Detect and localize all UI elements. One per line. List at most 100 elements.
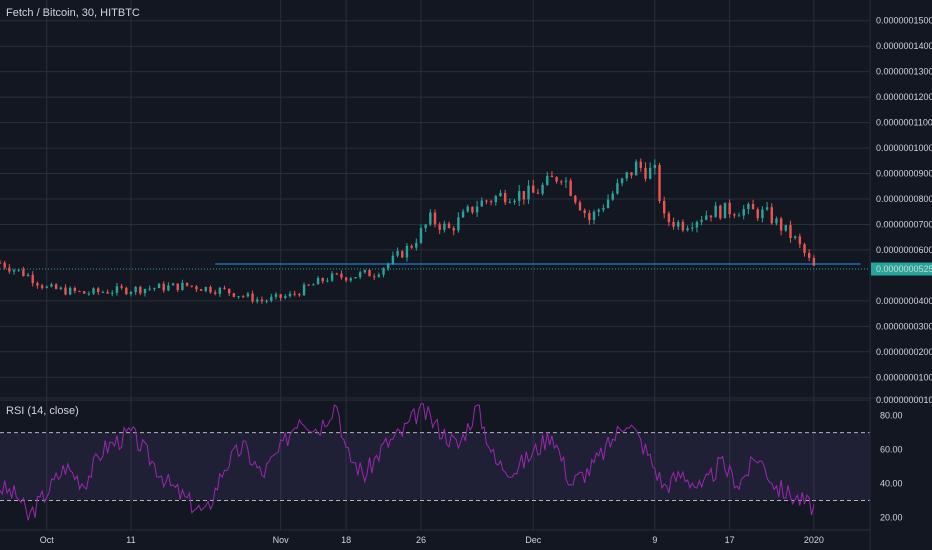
candle-body: [36, 283, 39, 286]
candle-body: [302, 284, 306, 296]
candle-body: [204, 286, 208, 291]
candle-body: [691, 227, 694, 229]
candle-body: [59, 287, 63, 289]
candle-body: [64, 287, 67, 295]
candle-body: [54, 284, 58, 289]
candle-body: [709, 215, 713, 218]
candle-body: [719, 205, 722, 219]
candle-body: [494, 196, 498, 203]
candle-body: [419, 228, 423, 243]
candle-body: [733, 214, 736, 216]
candle-body: [527, 185, 530, 200]
candle-body: [807, 253, 811, 258]
candle-body: [270, 296, 273, 301]
candle-body: [87, 293, 91, 295]
candle-body: [662, 200, 666, 214]
candle-body: [50, 284, 53, 287]
candle-body: [321, 277, 324, 282]
chart-title: Fetch / Bitcoin, 30, HITBTC: [6, 7, 140, 19]
candle-body: [597, 209, 600, 212]
candle-body: [546, 175, 549, 185]
candle-body: [171, 283, 175, 286]
candle-body: [653, 164, 657, 168]
main-gridlines: [0, 0, 870, 530]
candle-body: [195, 286, 198, 290]
candle-body: [471, 206, 474, 213]
candle-body: [209, 286, 212, 293]
candle-body: [583, 210, 586, 214]
candle-body: [513, 200, 516, 203]
candle-body: [686, 228, 689, 231]
candle-body: [223, 287, 226, 289]
candle-body: [681, 221, 685, 231]
candle-body: [466, 206, 469, 212]
candle-body: [82, 291, 86, 294]
candle-body: [405, 245, 409, 258]
time-tick-label: Dec: [525, 535, 542, 545]
candle-body: [447, 223, 451, 229]
candle-body: [185, 282, 189, 286]
candle-body: [658, 164, 661, 201]
rsi-title: RSI (14, close): [6, 405, 79, 417]
candle-body: [438, 224, 441, 230]
candle-body: [190, 285, 193, 287]
candle-body: [218, 287, 222, 294]
candle-body: [803, 244, 806, 254]
candle-body: [443, 223, 446, 230]
time-tick-label: 18: [341, 535, 351, 545]
candle-body: [644, 167, 647, 179]
candle-body: [410, 245, 413, 248]
candle-body: [793, 236, 797, 238]
rsi-tick-label: 80.00: [880, 411, 903, 421]
time-tick-label: 9: [652, 535, 657, 545]
candle-body: [227, 288, 231, 294]
candle-body: [532, 185, 535, 193]
candle-body: [756, 209, 759, 219]
candle-body: [522, 191, 526, 200]
candle-body: [17, 269, 20, 271]
candle-body: [574, 195, 577, 203]
candle-body: [26, 274, 30, 277]
candle-body: [480, 200, 483, 207]
candle-body: [377, 274, 381, 277]
candle-body: [560, 181, 563, 183]
candle-body: [349, 278, 353, 281]
rsi-series-line: [0, 403, 815, 521]
candle-body: [354, 277, 357, 279]
price-label-badge: 0.00000005250: [871, 262, 932, 276]
candle-body: [139, 286, 142, 294]
candle-body: [157, 283, 161, 289]
candle-body: [340, 273, 343, 278]
candle-body: [307, 284, 310, 286]
candle-body: [541, 184, 544, 194]
candle-body: [326, 280, 329, 282]
candle-body: [677, 221, 680, 227]
candle-body: [312, 284, 315, 286]
candle-body: [45, 286, 48, 288]
candle-body: [111, 292, 114, 294]
candle-body: [672, 221, 675, 227]
candle-body: [433, 212, 437, 225]
candle-body: [639, 161, 643, 168]
rsi-band-fill: [0, 432, 870, 501]
main-pane: Fetch / Bitcoin, 30, HITBTC: [0, 0, 870, 530]
candle-body: [129, 291, 133, 295]
time-tick-label: 17: [725, 535, 735, 545]
candle-body: [246, 293, 250, 297]
candle-body: [134, 286, 137, 292]
candle-body: [415, 242, 418, 248]
candle-body: [115, 286, 119, 293]
candle-body: [368, 270, 371, 277]
candle-body: [429, 212, 432, 225]
candle-body: [232, 293, 236, 297]
candle-body: [723, 202, 727, 219]
candle-body: [401, 251, 404, 258]
candle-body: [31, 274, 34, 284]
